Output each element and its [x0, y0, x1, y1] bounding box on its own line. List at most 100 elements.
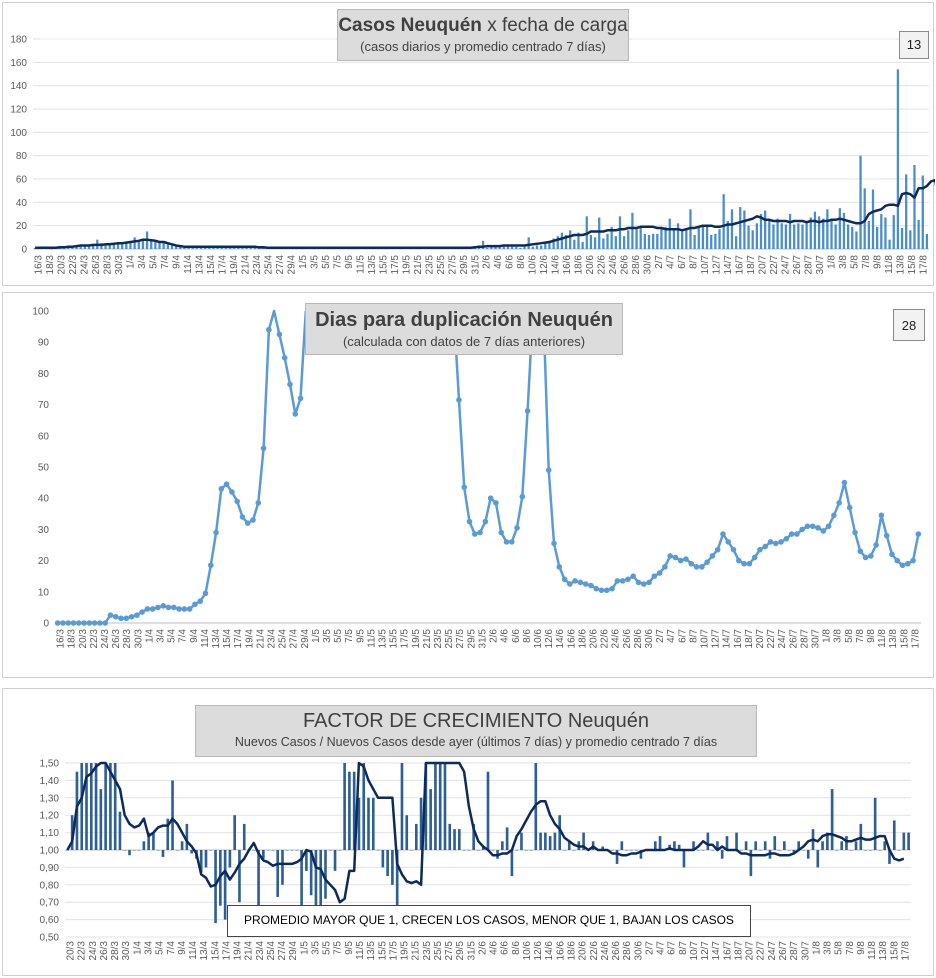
data-point: [128, 613, 135, 620]
bar: [639, 228, 642, 249]
x-tick-label: 6/6: [500, 941, 511, 955]
x-tick-label: 18/3: [45, 255, 56, 275]
x-tick-label: 1/8: [811, 941, 822, 955]
x-tick-label: 24/6: [600, 941, 611, 961]
bar: [190, 850, 193, 854]
bar: [652, 233, 655, 249]
x-tick-label: 25/5: [436, 255, 447, 275]
x-tick-label: 13/5: [367, 255, 378, 275]
bar: [305, 850, 308, 871]
data-point: [604, 587, 610, 594]
bar: [896, 69, 900, 249]
bar: [352, 771, 356, 850]
bar: [162, 243, 165, 249]
x-tick-label: 14/6: [555, 629, 566, 649]
x-tick-label: 6/7: [677, 255, 688, 269]
y-tick-label: 0,90: [40, 863, 60, 874]
data-point: [846, 504, 853, 511]
bar: [295, 850, 299, 851]
x-tick-label: 2/6: [482, 255, 493, 269]
data-point: [741, 560, 747, 567]
bar: [506, 245, 510, 249]
x-tick-label: 3/5: [310, 941, 321, 955]
data-point: [836, 500, 842, 506]
bar: [867, 221, 870, 249]
x-tick-label: 10/6: [528, 255, 539, 275]
bar: [664, 226, 667, 249]
x-tick-label: 15/8: [907, 255, 918, 275]
bar: [593, 237, 597, 249]
data-point: [688, 560, 695, 567]
data-point: [825, 523, 832, 530]
y-tick-label: 180: [10, 35, 27, 46]
bar: [108, 244, 111, 249]
bar: [888, 239, 891, 249]
bar: [371, 797, 375, 850]
bar: [357, 797, 361, 850]
x-tick-label: 1/4: [126, 255, 137, 269]
x-tick-label: 18/6: [566, 941, 577, 961]
bar: [627, 230, 630, 249]
y-tick-label: 20: [38, 556, 50, 567]
bar: [763, 841, 767, 850]
x-tick-label: 13/8: [888, 629, 899, 649]
data-point: [873, 542, 879, 548]
bar: [630, 850, 633, 851]
x-tick-label: 3/4: [137, 255, 148, 269]
x-tick-label: 9/8: [872, 255, 883, 269]
x-tick-label: 11/5: [355, 255, 366, 274]
x-tick-label: 16/6: [562, 255, 573, 275]
bar: [784, 224, 788, 249]
x-tick-label: 30/6: [643, 255, 654, 275]
bar: [233, 815, 236, 850]
bar: [884, 217, 887, 249]
x-tick-label: 1/8: [826, 255, 837, 269]
bar: [705, 224, 709, 249]
data-point: [757, 546, 763, 553]
bar: [902, 832, 906, 850]
bar: [477, 850, 480, 851]
x-tick-label: 5/8: [849, 255, 860, 269]
bar: [754, 841, 757, 850]
data-point: [630, 573, 637, 579]
y-tick-label: 40: [16, 198, 28, 209]
bar: [925, 233, 929, 249]
bar: [625, 850, 628, 851]
x-tick-label: 30/3: [121, 941, 132, 961]
bar: [631, 212, 634, 249]
data-point: [683, 556, 689, 562]
x-tick-label: 28/7: [803, 255, 814, 275]
data-point: [477, 529, 483, 536]
x-tick-label: 12/6: [539, 255, 550, 275]
x-tick-label: 21/5: [413, 255, 424, 275]
bar: [864, 850, 867, 851]
bar: [615, 850, 619, 864]
bar: [880, 214, 883, 249]
bar: [802, 850, 805, 851]
x-tick-label: 25/4: [266, 941, 277, 961]
bar: [252, 850, 256, 851]
x-tick-label: 28/6: [622, 941, 633, 961]
y-tick-label: 0,60: [40, 915, 60, 926]
chart-subtitle: Nuevos Casos / Nuevos Casos desde ayer (…: [234, 735, 718, 749]
chart-title-box: Casos Neuquén x fecha de carga (casos di…: [337, 9, 629, 61]
x-tick-label: 8/7: [689, 255, 700, 269]
bar: [793, 224, 796, 249]
bar: [92, 244, 95, 249]
x-tick-label: 28/3: [103, 255, 114, 275]
data-point: [778, 539, 784, 545]
x-tick-label: 9/4: [172, 255, 183, 269]
x-tick-label: 15/8: [889, 941, 900, 961]
x-tick-label: 3/8: [823, 941, 834, 955]
x-tick-label: 11/5: [355, 941, 366, 960]
bar: [744, 841, 748, 850]
bar: [589, 235, 593, 249]
x-tick-label: 30/7: [800, 941, 811, 961]
data-point: [176, 606, 182, 612]
x-tick-label: 6/7: [677, 629, 688, 643]
x-tick-label: 29/4: [300, 629, 311, 649]
chart-annotation: PROMEDIO MAYOR QUE 1, CRECEN LOS CASOS, …: [227, 905, 751, 937]
bar: [414, 823, 418, 850]
x-tick-label: 28/7: [789, 941, 800, 961]
data-point: [519, 493, 526, 500]
